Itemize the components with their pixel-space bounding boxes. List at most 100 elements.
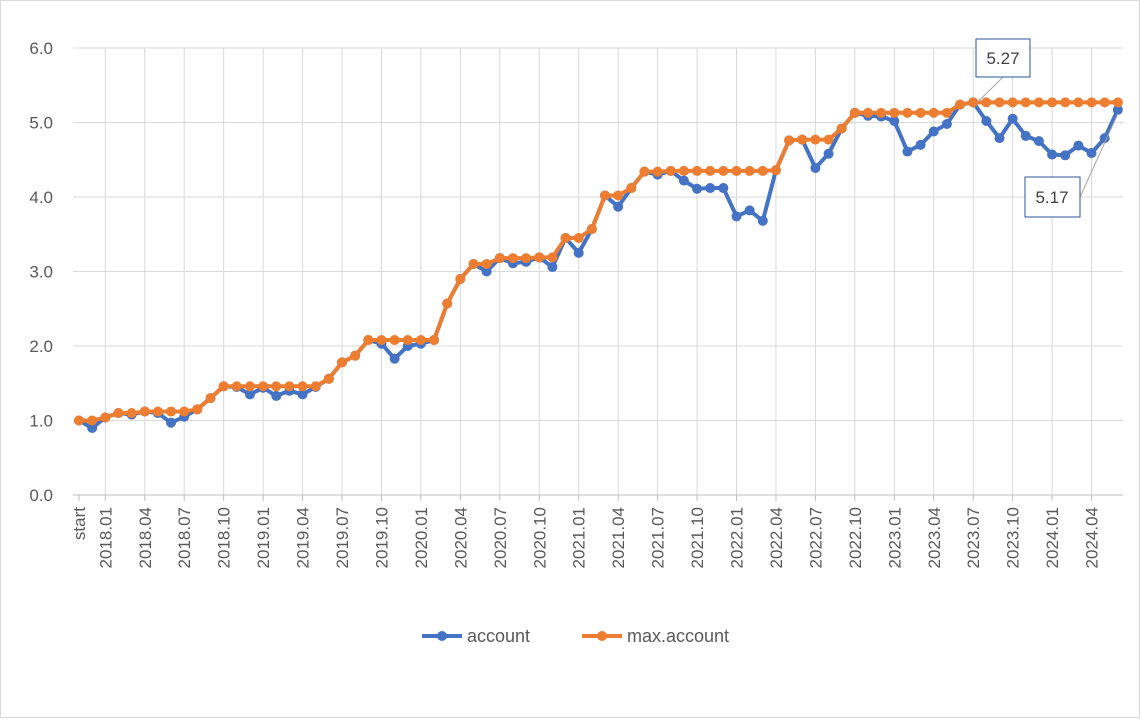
y-tick-label: 1.0 [29,412,53,431]
data-point [271,381,282,392]
series-account [74,97,1123,433]
y-tick-label: 5.0 [29,114,53,133]
x-tick-label: 2018.04 [136,507,155,568]
data-point [100,412,111,423]
data-point [205,393,216,404]
x-tick-label: 2022.10 [846,507,865,568]
data-point [1073,140,1084,151]
data-point [297,389,308,400]
x-tick-label: 2023.01 [885,507,904,568]
data-point [402,335,413,346]
axes: 0.0 1.0 2.0 3.0 4.0 5.0 6.0 start 2018.01 2018.04… [29,39,1123,568]
data-point [389,353,400,364]
data-point [87,422,98,433]
x-tick-label: 2019.04 [294,507,313,568]
x-tick-label: 2023.10 [1004,507,1023,568]
data-point [810,162,821,173]
data-point [836,123,847,134]
x-tick-label: 2024.04 [1083,507,1102,568]
legend-label-account: account [467,626,530,646]
data-point [1047,97,1058,108]
data-point [705,165,716,176]
data-point [889,116,900,127]
data-point [902,107,913,118]
data-point [994,97,1005,108]
data-point [731,165,742,176]
x-tick-label: 2023.07 [964,507,983,568]
data-point [376,335,387,346]
data-point [994,133,1005,144]
data-point [665,165,676,176]
data-point [74,415,84,426]
data-point [678,175,689,186]
data-point [705,183,716,194]
data-point [1007,113,1018,124]
gridlines [73,47,1123,496]
x-tick-label: 2019.07 [333,507,352,568]
data-callouts: 5.27 5.17 [975,38,1119,218]
data-point [876,107,887,118]
data-point [981,97,992,108]
data-point [692,183,703,194]
x-tick-label: 2022.01 [728,507,747,568]
callout-label-account: 5.17 [1035,188,1068,207]
data-point [126,408,137,419]
data-point [613,201,624,212]
data-point [1047,149,1058,160]
data-point [560,232,571,243]
data-point [968,97,979,108]
series-line [77,100,1120,430]
data-point [258,381,269,392]
data-point [573,232,584,243]
data-point [166,406,177,417]
data-point [823,134,834,145]
data-point [547,262,558,273]
data-point [389,335,400,346]
series-line [77,100,1120,423]
data-point [889,107,900,118]
data-point [244,381,255,392]
data-point [468,259,479,270]
data-point [757,165,768,176]
data-point [600,190,610,201]
data-point [1112,104,1123,115]
data-point [849,107,860,118]
data-point [718,183,729,194]
x-tick-label: 2023.04 [925,507,944,568]
x-tick-label: 2021.10 [688,507,707,568]
data-point [1073,97,1084,108]
x-tick-label: 2021.07 [649,507,668,568]
data-point [613,190,624,201]
data-point [823,148,834,159]
y-tick-label: 4.0 [29,188,53,207]
data-point [915,107,926,118]
legend-label-max-account: max.account [627,626,729,646]
data-point [271,390,282,401]
data-point [941,118,952,129]
x-tick-label: start [70,507,89,540]
data-point [981,116,992,127]
data-point [863,107,873,118]
x-tick-label: 2020.01 [412,507,431,568]
data-point [507,253,518,264]
data-point [915,139,926,150]
data-point [429,335,440,346]
callout-leader [1079,113,1119,198]
data-point [231,381,242,392]
data-point [350,350,361,361]
x-tick-label: 2022.07 [806,507,825,568]
data-point [955,99,966,110]
data-point [494,253,505,264]
x-tick-label: 2021.01 [570,507,589,568]
data-point [810,134,821,145]
callout-leader [976,76,1004,103]
data-point [521,253,532,264]
data-point [928,126,939,137]
x-tick-label: 2019.10 [372,507,391,568]
data-point [1007,97,1018,108]
data-point [757,215,768,226]
data-point [166,417,177,428]
data-point [1060,97,1071,108]
data-point [455,273,466,284]
